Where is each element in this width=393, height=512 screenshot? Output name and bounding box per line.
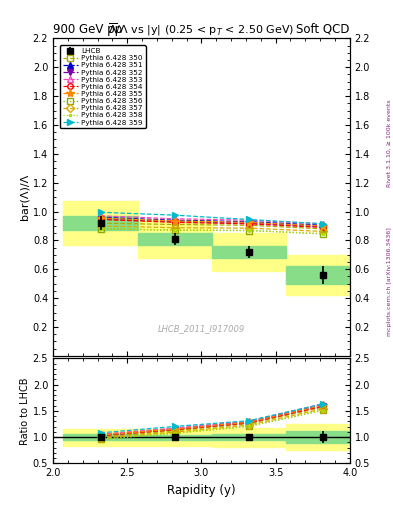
Bar [138,429,212,445]
Bar [138,233,212,245]
Text: Soft QCD: Soft QCD [296,23,350,36]
Bar [212,428,286,446]
Bar [212,246,286,258]
Bar [286,255,360,295]
Y-axis label: bar(Λ)/Λ: bar(Λ)/Λ [20,174,30,220]
Bar [63,216,138,230]
Legend: LHCB, Pythia 6.428 350, Pythia 6.428 351, Pythia 6.428 352, Pythia 6.428 353, Py: LHCB, Pythia 6.428 350, Pythia 6.428 351… [60,45,146,129]
X-axis label: Rapidity (y): Rapidity (y) [167,484,236,497]
Bar [286,432,360,443]
Bar [63,429,138,445]
Bar [63,201,138,245]
Text: mcplots.cern.ch [arXiv:1306.3436]: mcplots.cern.ch [arXiv:1306.3436] [387,227,392,336]
Bar [286,266,360,284]
Bar [138,220,212,258]
Bar [63,434,138,440]
Text: 900 GeV pp: 900 GeV pp [53,23,122,36]
Text: Rivet 3.1.10, ≥ 100k events: Rivet 3.1.10, ≥ 100k events [387,99,392,187]
Text: LHCB_2011_I917009: LHCB_2011_I917009 [158,325,245,334]
Bar [212,434,286,440]
Y-axis label: Ratio to LHCB: Ratio to LHCB [20,377,30,444]
Bar [212,233,286,271]
Title: $\overline{\Lambda}/\Lambda$ vs |y| (0.25 < p$_{T}$ < 2.50 GeV): $\overline{\Lambda}/\Lambda$ vs |y| (0.2… [108,22,295,38]
Bar [286,424,360,450]
Bar [138,435,212,440]
